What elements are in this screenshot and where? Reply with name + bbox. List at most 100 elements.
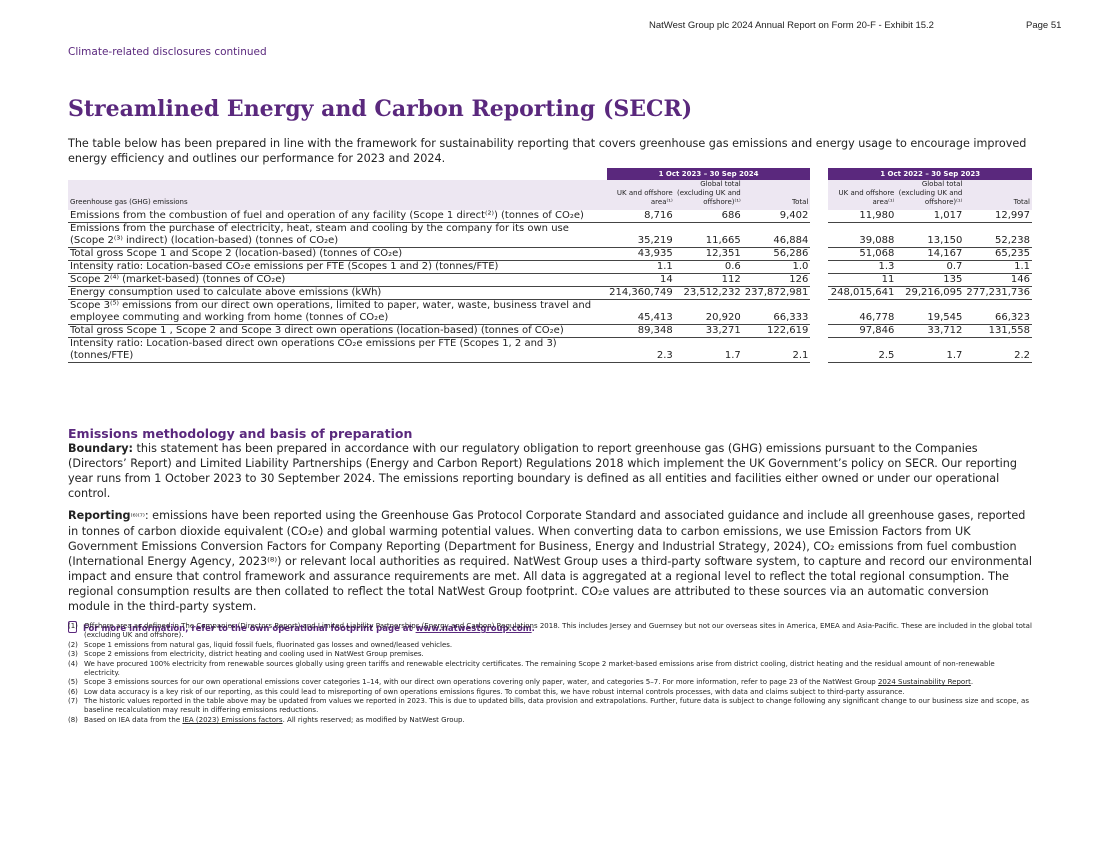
page-number: Page 51 xyxy=(1026,20,1062,31)
cell-value: 12,351 xyxy=(674,247,743,261)
footnote-link[interactable]: IEA (2023) Emissions factors xyxy=(182,715,283,724)
footnote: (8) Based on IEA data from the IEA (2023)… xyxy=(68,716,1032,725)
footnote-text: We have procured 100% electricity from r… xyxy=(84,659,995,677)
spacer xyxy=(810,273,829,287)
text: this statement has been prepared in acco… xyxy=(68,442,1017,500)
footnote-number: (1) xyxy=(68,622,78,630)
footnote: (4) We have procured 100% electricity fro… xyxy=(68,660,1032,678)
footnote-body: Based on IEA data from the IEA (2023) Em… xyxy=(84,716,465,725)
cell-value: 214,360,749 xyxy=(606,286,675,300)
column-header: UK and offshore area⁽¹⁾ xyxy=(606,180,675,210)
cell-value: 11,665 xyxy=(674,222,743,248)
row-label: Intensity ratio: Location-based CO₂e emi… xyxy=(68,260,607,274)
cell-value: 112 xyxy=(674,273,743,287)
table-row: Intensity ratio: Location-based direct o… xyxy=(68,337,1032,363)
blank xyxy=(68,168,607,180)
cell-value: 66,323 xyxy=(964,299,1032,325)
report-header: NatWest Group plc 2024 Annual Report on … xyxy=(649,20,934,31)
cell-value: 51,068 xyxy=(828,247,897,261)
secr-table: 1 Oct 2023 – 30 Sep 2024 1 Oct 2022 – 30 … xyxy=(68,168,1032,363)
cell-value: 1.7 xyxy=(896,337,965,363)
cell-value: 277,231,736 xyxy=(964,286,1032,300)
cell-value: 1.7 xyxy=(674,337,743,363)
footnote-body: Scope 2 emissions from electricity, dist… xyxy=(84,650,424,659)
cell-value: 43,935 xyxy=(606,247,675,261)
footnote-number: (5) xyxy=(68,678,78,686)
section-label: Climate-related disclosures continued xyxy=(68,46,267,58)
table-body: 1 Oct 2023 – 30 Sep 2024 1 Oct 2022 – 30 … xyxy=(68,168,1032,363)
footnotes: (1) Offshore area as defined in The Compa… xyxy=(68,622,1032,725)
cell-value: 52,238 xyxy=(964,222,1032,248)
period-header: 1 Oct 2022 – 30 Sep 2023 xyxy=(828,168,1032,180)
cell-value: 122,619 xyxy=(742,324,811,338)
table-row: Energy consumption used to calculate abo… xyxy=(68,286,1032,300)
cell-value: 2.3 xyxy=(606,337,675,363)
cell-value: 9,402 xyxy=(742,210,811,223)
footnote-text: Low data accuracy is a key risk of our r… xyxy=(84,687,905,696)
column-header: Global total (excluding UK and offshore)… xyxy=(674,180,743,210)
cell-value: 0.7 xyxy=(896,260,965,274)
column-row: Greenhouse gas (GHG) emissions UK and off… xyxy=(68,180,1032,210)
spacer xyxy=(810,337,829,363)
cell-value: 686 xyxy=(674,210,743,223)
row-label: Total gross Scope 1 and Scope 2 (locatio… xyxy=(68,247,607,261)
footnote-number: (8) xyxy=(68,715,78,724)
cell-value: 20,920 xyxy=(674,299,743,325)
cell-value: 46,884 xyxy=(742,222,811,248)
cell-value: 1.1 xyxy=(964,260,1032,274)
cell-value: 56,286 xyxy=(742,247,811,261)
period-header: 1 Oct 2023 – 30 Sep 2024 xyxy=(606,168,811,180)
cell-value: 11,980 xyxy=(828,210,897,223)
footnote: (5) Scope 3 emissions sources for our own… xyxy=(68,678,1032,687)
cell-value: 13,150 xyxy=(896,222,965,248)
table-row: Total gross Scope 1 and Scope 2 (locatio… xyxy=(68,247,1032,261)
row-label: Energy consumption used to calculate abo… xyxy=(68,286,607,300)
table-row: Emissions from the combustion of fuel an… xyxy=(68,210,1032,223)
intro: The table below has been prepared in lin… xyxy=(68,137,1027,165)
cell-value: 35,219 xyxy=(606,222,675,248)
cell-value: 23,512,232 xyxy=(674,286,743,300)
cell-value: 14 xyxy=(606,273,675,287)
cell-value: 12,997 xyxy=(964,210,1032,223)
cell-value: 11 xyxy=(828,273,897,287)
cell-value: 33,271 xyxy=(674,324,743,338)
cell-value: 46,778 xyxy=(828,299,897,325)
footnote-number: (4) xyxy=(68,659,78,668)
footnote: (6) Low data accuracy is a key risk of ou… xyxy=(68,688,1032,697)
cell-value: 89,348 xyxy=(606,324,675,338)
footnote-text: Scope 1 emissions from natural gas, liqu… xyxy=(84,640,453,649)
row-header: Greenhouse gas (GHG) emissions xyxy=(68,180,607,210)
table-row: Scope 2⁽⁴⁾ (market-based) (tonnes of CO₂… xyxy=(68,273,1032,287)
footnote-end: . All rights reserved; as modified by Na… xyxy=(282,715,465,724)
sup: ⁽⁶⁾⁽⁷⁾ xyxy=(130,512,145,521)
cell-value: 45,413 xyxy=(606,299,675,325)
row-label: Scope 2⁽⁴⁾ (market-based) (tonnes of CO₂… xyxy=(68,273,607,287)
spacer xyxy=(810,210,829,223)
table-row: Scope 3⁽⁵⁾ emissions from our direct own… xyxy=(68,299,1032,325)
label: Reporting xyxy=(68,509,131,522)
row-label: Emissions from the purchase of electrici… xyxy=(68,222,607,248)
footnote: (7) The historic values reported in the t… xyxy=(68,697,1032,715)
row-label: Intensity ratio: Location-based direct o… xyxy=(68,337,607,363)
table-row: Total gross Scope 1 , Scope 2 and Scope … xyxy=(68,324,1032,338)
footnote-number: (6) xyxy=(68,687,78,696)
column-header: UK and offshore area⁽¹⁾ xyxy=(828,180,897,210)
footnote-text: Based on IEA data from the xyxy=(84,715,183,724)
reporting: Reporting⁽⁶⁾⁽⁷⁾: emissions have been rep… xyxy=(68,508,1033,614)
cell-value: 248,015,641 xyxy=(828,286,897,300)
footnote: (3) Scope 2 emissions from electricity, d… xyxy=(68,650,1032,659)
footnote-body: The historic values reported in the tabl… xyxy=(84,697,1032,715)
cell-value: 65,235 xyxy=(964,247,1032,261)
footnote-link[interactable]: 2024 Sustainability Report xyxy=(877,678,971,686)
spacer xyxy=(810,299,829,325)
cell-value: 126 xyxy=(742,273,811,287)
link[interactable]: www.natwestgroup.com xyxy=(415,624,532,634)
column-header: Total xyxy=(742,180,811,210)
footnote-body: We have procured 100% electricity from r… xyxy=(84,660,1032,678)
cell-value: 0.6 xyxy=(674,260,743,274)
row-label: Emissions from the combustion of fuel an… xyxy=(68,210,607,223)
cell-value: 146 xyxy=(964,273,1032,287)
spacer xyxy=(810,260,829,274)
methodology: Emissions methodology and basis of prepa… xyxy=(68,426,1033,637)
